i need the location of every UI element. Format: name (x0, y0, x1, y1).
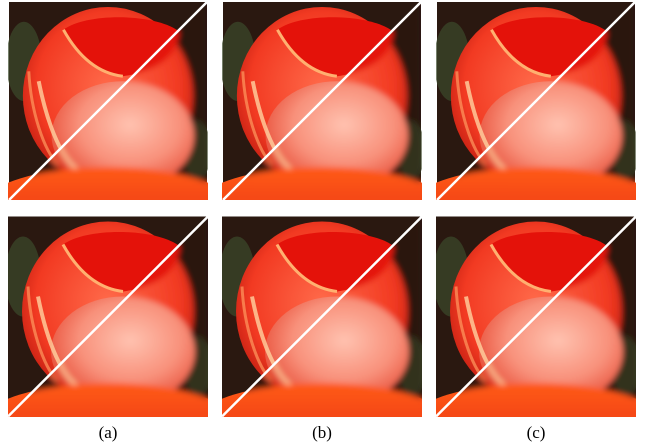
image-panel (197, 217, 447, 444)
image-panel (0, 217, 233, 444)
image-panel (0, 2, 232, 243)
caption: (a) (99, 423, 118, 442)
image-panel (412, 2, 645, 243)
figure: (a) (b) (c) (0, 0, 645, 444)
page: (a) (b) (c) (() => { const data = JSON.p… (0, 0, 645, 444)
image-panel (198, 2, 446, 243)
caption: (c) (527, 423, 546, 442)
caption: (b) (312, 423, 332, 442)
image-panel (411, 217, 645, 444)
